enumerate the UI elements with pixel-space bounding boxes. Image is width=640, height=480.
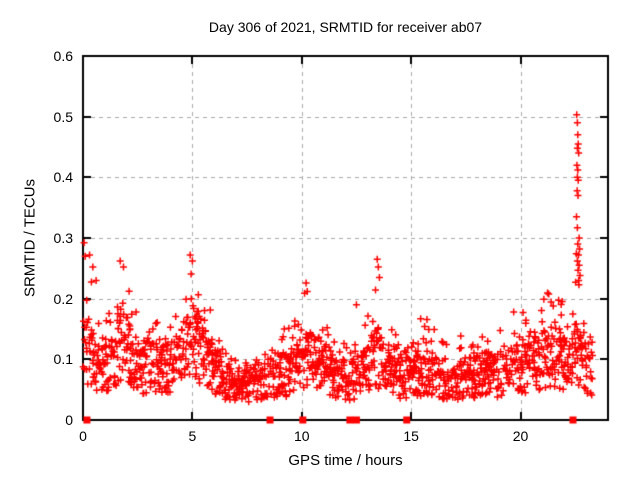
x-tick-label: 15 bbox=[403, 428, 419, 444]
y-tick-label: 0.1 bbox=[53, 351, 73, 368]
y-tick-label: 0.3 bbox=[53, 230, 73, 246]
y-tick-label: 0.4 bbox=[53, 169, 73, 186]
x-tick-label: 5 bbox=[188, 428, 197, 444]
y-tick-label: 0.6 bbox=[53, 48, 73, 64]
chart-title: Day 306 of 2021, SRMTID for receiver ab0… bbox=[208, 19, 483, 35]
x-axis-title: GPS time / hours bbox=[288, 452, 403, 469]
y-tick-label: 0 bbox=[65, 412, 73, 428]
x-tick-label: 10 bbox=[293, 428, 310, 444]
y-tick-label: 0.2 bbox=[53, 290, 73, 307]
x-tick-label: 20 bbox=[512, 428, 529, 444]
y-axis-title: SRMTID / TECUs bbox=[21, 178, 39, 298]
y-tick-label: 0.5 bbox=[53, 108, 73, 125]
x-tick-label: 0 bbox=[79, 428, 87, 444]
